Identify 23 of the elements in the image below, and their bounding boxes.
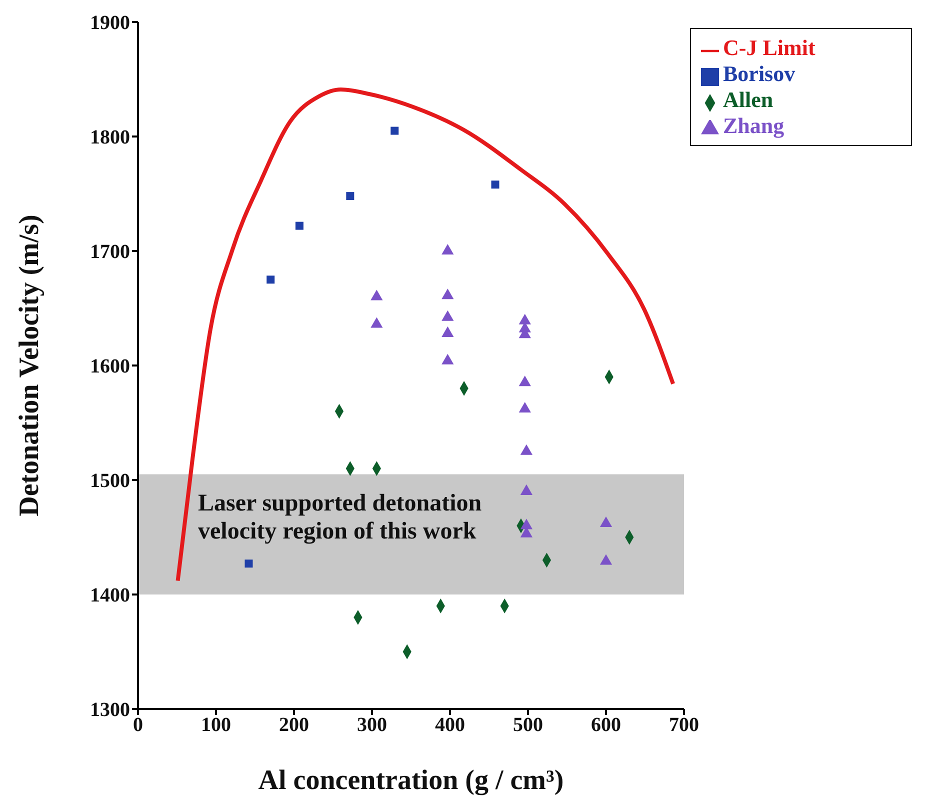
x-tick-label: 300 [357,714,387,736]
y-tick-label: 1800 [90,126,130,149]
y-tick-label: 1600 [90,356,130,378]
legend-label: C-J Limit [723,35,816,60]
x-tick-label: 100 [201,714,231,736]
band-label: Laser supported detonation velocity region of this work [198,490,482,544]
line-series [176,88,676,583]
x-tick-label: 600 [591,714,621,736]
x-tick-label: 700 [669,714,699,736]
legend-label: Zhang [723,113,784,138]
y-tick-label: 1400 [90,584,130,607]
x-tick-label: 200 [279,714,309,736]
x-axis-title: Al concentration (g / cm³) [258,765,564,796]
legend-label: Allen [723,87,774,112]
y-tick-label: 1700 [90,241,130,264]
legend-label: Borisov [723,61,796,86]
y-tick-label: 1300 [90,699,130,722]
x-tick-label: 400 [435,714,465,736]
y-tick-label: 1900 [90,12,130,34]
y-tick-label: 1500 [90,470,130,492]
x-tick-label: 500 [513,714,543,736]
x-tick-label: 0 [133,714,143,736]
y-axis-title: Detonation Velocity (m/s) [14,214,45,516]
